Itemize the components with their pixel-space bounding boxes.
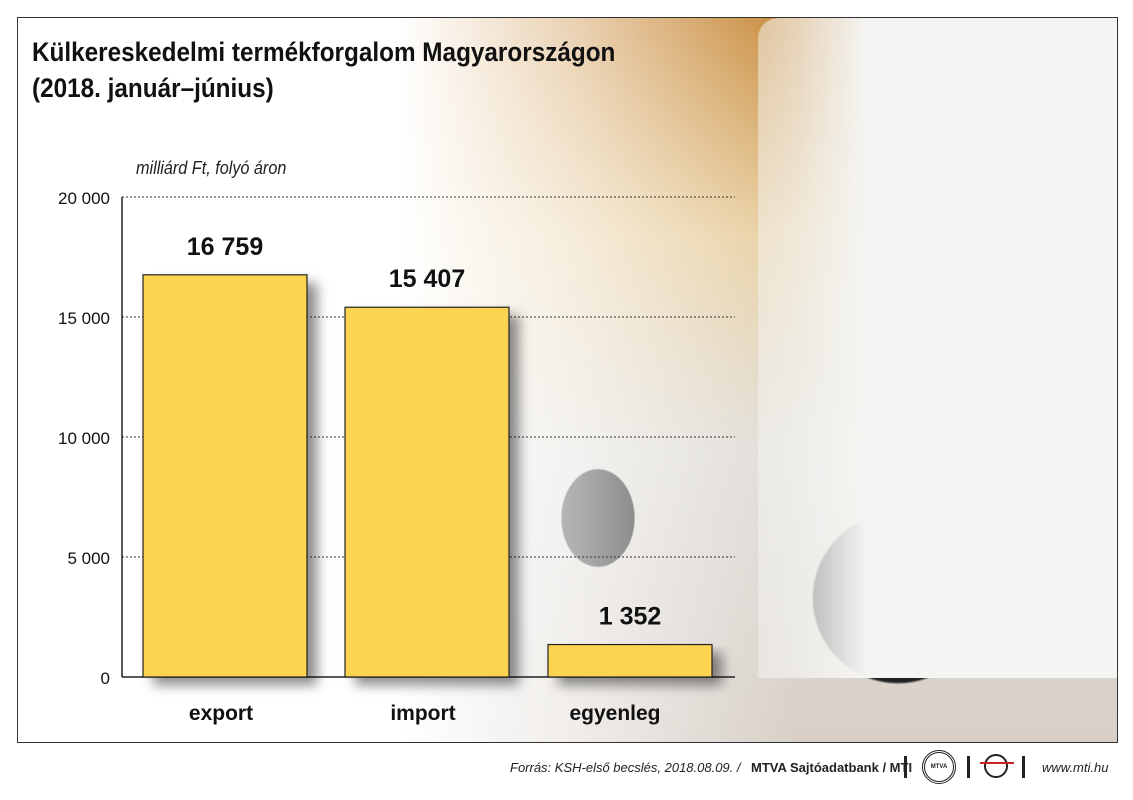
x-tick-label: export [189,702,253,725]
bar-egyenleg [547,643,713,678]
divider [904,756,907,778]
y-tick-label: 20 000 [58,189,110,208]
divider [1022,756,1025,778]
data-label: 1 352 [599,603,662,631]
title-line-2: (2018. január–június) [32,73,274,103]
y-tick-label: 15 000 [58,309,110,328]
agency-text: MTVA Sajtóadatbank / MTI [751,760,913,775]
truck-cab-image [758,18,1117,678]
source-text: Forrás: KSH-első becslés, 2018.08.09. / [510,760,741,775]
data-label: 16 759 [187,233,263,261]
url-text: www.mti.hu [1042,760,1109,775]
y-tick-label: 0 [101,669,110,688]
data-label: 15 407 [389,265,465,293]
divider [967,756,970,778]
y-tick-label: 10 000 [58,429,110,448]
mti-logo-icon [980,754,1014,778]
x-tick-label: egyenleg [569,702,660,725]
y-tick-label: 5 000 [67,549,110,568]
x-tick-label: import [390,702,455,725]
y-axis-unit: milliárd Ft, folyó áron [136,158,287,178]
chart-title: Külkereskedelmi termékforgalom Magyarors… [32,34,615,106]
mtva-logo: MTVA [922,750,956,784]
title-line-1: Külkereskedelmi termékforgalom Magyarors… [32,37,616,67]
bar-import [344,306,510,678]
bar-export [142,274,308,678]
